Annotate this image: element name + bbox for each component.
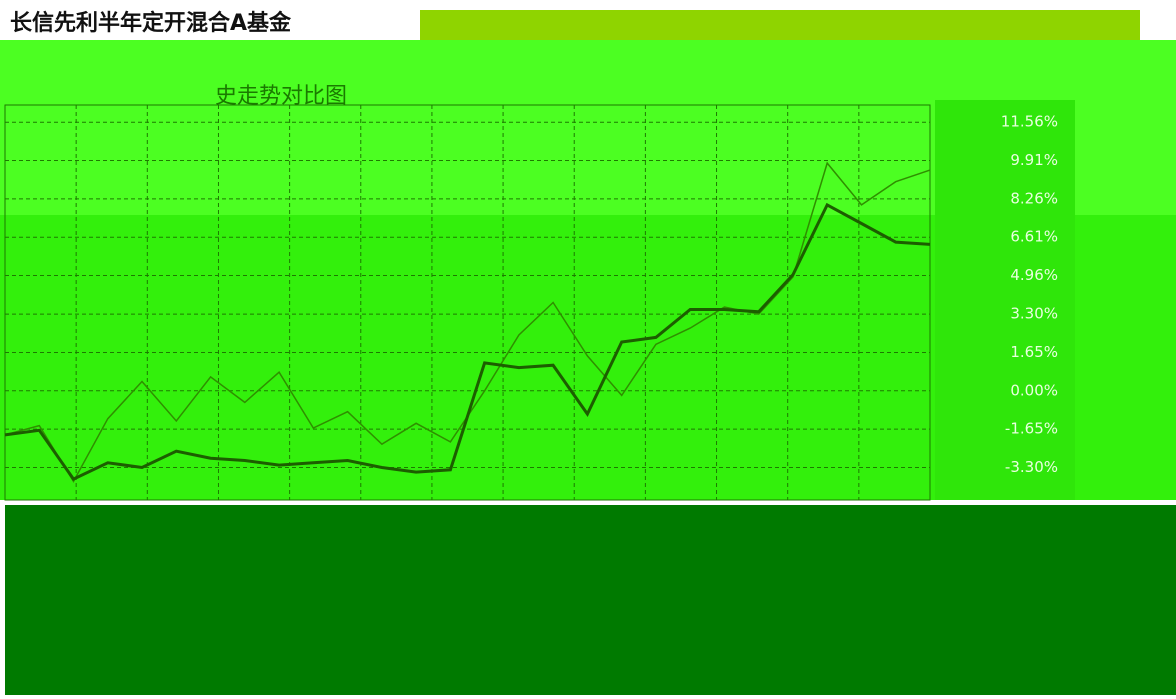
y-tick-label: -3.30% — [1005, 458, 1058, 476]
series-line — [4, 202, 931, 481]
y-tick-label: -1.65% — [1005, 420, 1058, 438]
footer-block — [5, 505, 1176, 695]
y-tick-label: 8.26% — [1010, 189, 1058, 207]
y-tick-label: 4.96% — [1010, 266, 1058, 284]
y-tick-label: 6.61% — [1010, 228, 1058, 246]
header-noise — [420, 10, 1140, 40]
y-tick-label: 9.91% — [1010, 151, 1058, 169]
chart-title: 长信先利半年定开混合A基金 — [10, 10, 292, 36]
y-tick-label: 1.65% — [1010, 343, 1058, 361]
plot-frame — [4, 104, 931, 501]
side-panel — [935, 100, 1075, 500]
y-tick-label: 11.56% — [1001, 113, 1058, 131]
y-tick-label: 0.00% — [1010, 381, 1058, 399]
y-tick-label: 3.30% — [1010, 305, 1058, 323]
